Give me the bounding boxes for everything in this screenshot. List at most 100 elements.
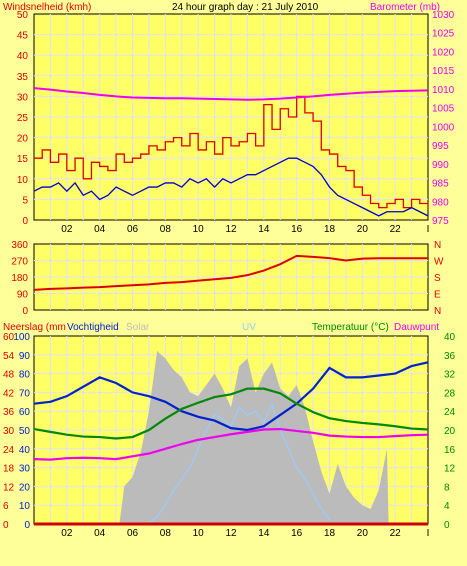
direction-compass-label: W [434,257,444,268]
direction-compass-label: N [434,306,441,317]
climate-series-humidity-line [33,361,429,432]
climate-x-tick-label: 14 [258,528,270,539]
wind-x-tick-label: 20 [357,224,369,235]
temperature-axis-title: Temperatuur (°C) [312,322,389,333]
uv-label: UV [242,322,256,333]
barometer-y-tick-label: 975 [432,216,449,227]
temperature-y-tick-label: 36 [444,351,456,362]
wind-y-tick-label: 35 [17,72,29,83]
direction-compass-label: N [434,240,441,251]
humidity-y-tick-label: 0 [24,520,30,531]
temperature-y-tick-label: 0 [444,520,450,531]
climate-x-tick-label: 06 [127,528,139,539]
wind-x-tick-label: I [427,224,430,235]
humidity-axis-title: Vochtigheid [67,322,119,333]
rain-y-tick-label: 12 [3,482,15,493]
plot-series [33,87,429,526]
humidity-y-tick-label: 60 [19,407,31,418]
humidity-y-tick-label: 50 [19,426,31,437]
barometer-y-tick-label: 1010 [432,85,455,96]
rain-y-tick-label: 54 [3,351,15,362]
climate-x-tick-label: 12 [225,528,237,539]
barometer-y-tick-label: 1025 [432,29,455,40]
wind-y-tick-label: 10 [17,175,29,186]
wind-y-tick-label: 0 [22,216,28,227]
temperature-y-tick-label: 4 [444,501,450,512]
direction-compass-label: S [434,273,441,284]
rain-y-tick-label: 0 [3,520,9,531]
wind-series-gust-line [34,95,429,209]
wind-y-tick-label: 30 [17,92,29,103]
temperature-y-tick-label: 8 [444,482,450,493]
climate-x-tick-label: 04 [94,528,106,539]
dewpoint-axis-title: Dauwpunt [394,322,439,333]
wind-series-barometer-line [33,87,429,101]
humidity-y-tick-label: 30 [19,464,31,475]
temperature-y-tick-label: 24 [444,407,456,418]
humidity-y-tick-label: 100 [13,332,30,343]
wind-x-tick-label: 22 [390,224,402,235]
temperature-y-tick-label: 40 [444,332,456,343]
climate-x-tick-label: 10 [193,528,205,539]
climate-x-tick-label: 18 [324,528,336,539]
rain-y-tick-label: 6 [3,501,9,512]
temperature-y-tick-label: 20 [444,426,456,437]
direction-y-tick-label: 270 [11,257,28,268]
wind-x-tick-label: 04 [94,224,106,235]
climate-series-dewpoint-line [33,427,429,461]
barometer-y-tick-label: 1030 [432,10,455,21]
wind-y-tick-label: 40 [17,51,29,62]
barometer-y-tick-label: 980 [432,197,449,208]
temperature-y-tick-label: 32 [444,370,456,381]
temperature-y-tick-label: 16 [444,445,456,456]
climate-series-temperature-line [33,387,429,440]
wind-series-avg-line [33,157,429,217]
climate-series-uv-line [148,401,330,525]
rain-y-tick-label: 24 [3,445,15,456]
solar-label: Solar [126,322,150,333]
humidity-y-tick-label: 20 [19,482,31,493]
barometer-y-tick-label: 1000 [432,122,455,133]
climate-x-tick-label: 02 [61,528,73,539]
humidity-y-tick-label: 70 [19,388,31,399]
humidity-y-tick-label: 90 [19,351,31,362]
climate-x-tick-label: 20 [357,528,369,539]
wind-x-tick-label: 16 [291,224,303,235]
rain-y-tick-label: 48 [3,370,15,381]
barometer-y-tick-label: 985 [432,179,449,190]
wind-x-tick-label: 18 [324,224,336,235]
wind-axis-title: Windsnelheid (kmh) [3,2,91,13]
direction-series-line [33,254,428,291]
climate-x-tick-label: 16 [291,528,303,539]
humidity-y-tick-label: 40 [19,445,31,456]
rain-y-tick-label: 60 [3,332,15,343]
wind-y-tick-label: 15 [17,154,29,165]
rain-y-tick-label: 30 [3,426,15,437]
wind-y-tick-label: 20 [17,134,29,145]
direction-y-tick-label: 180 [11,273,28,284]
barometer-y-tick-label: 990 [432,160,449,171]
climate-x-tick-label: I [427,528,430,539]
chart-title: 24 hour graph day : 21 July 2010 [172,2,319,13]
direction-compass-label: E [434,290,441,301]
climate-x-tick-label: 08 [160,528,172,539]
direction-y-tick-label: 0 [22,306,28,317]
rain-y-tick-label: 36 [3,407,15,418]
climate-x-tick-label: 22 [390,528,402,539]
wind-x-tick-label: 08 [160,224,172,235]
temperature-y-tick-label: 28 [444,388,456,399]
direction-y-tick-label: 360 [11,240,28,251]
barometer-y-tick-label: 1015 [432,66,455,77]
humidity-y-tick-label: 10 [19,501,31,512]
humidity-y-tick-label: 80 [19,370,31,381]
wind-x-tick-label: 12 [225,224,237,235]
axis-labels: 0202040406060808101012121414161618182020… [3,10,456,539]
rain-axis-title: Neerslag (mm [3,322,66,333]
temperature-y-tick-label: 12 [444,464,456,475]
wind-y-tick-label: 25 [17,113,29,124]
wind-x-tick-label: 10 [193,224,205,235]
barometer-y-tick-label: 1005 [432,104,455,115]
wind-y-tick-label: 5 [22,195,28,206]
wind-y-tick-label: 50 [17,10,29,21]
